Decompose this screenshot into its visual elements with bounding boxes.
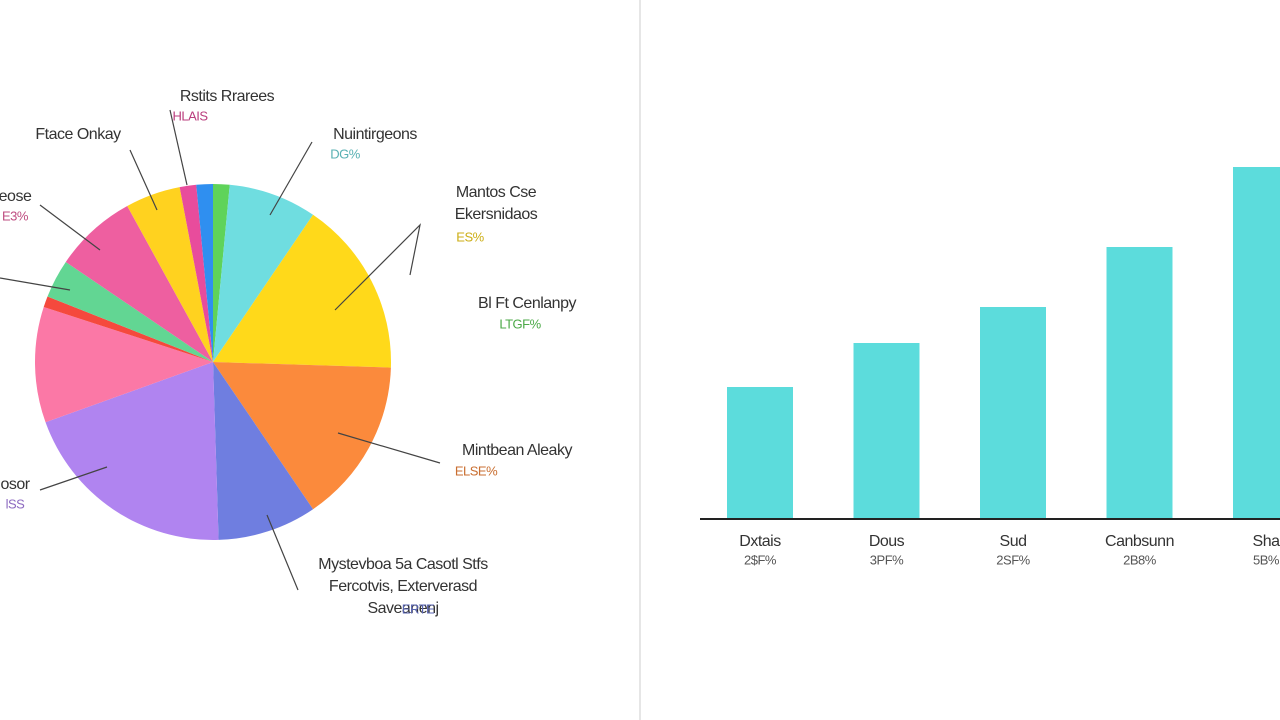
slice-label: Mintbean Aleaky [462,442,572,459]
slice-note: ELSE% [455,463,498,478]
slice-label: Ekersnidaos [455,206,538,223]
bar-note: 2SF% [996,552,1030,567]
leader-line [39,466,108,491]
slice-label: Rstits Rrarees [180,88,275,105]
bar-note: 2$F% [744,552,777,567]
pie-slice [45,362,219,540]
leader-line [269,141,313,216]
leader-line [266,514,299,591]
pie-slice [47,261,213,362]
bar [1233,167,1280,519]
x-tick-label: Sha [1253,533,1280,550]
leader-line [0,277,71,291]
slice-label: Saveanenj [367,600,438,617]
slice-label: Ftace Onkay [35,126,121,143]
leader-line [337,432,441,464]
pie-slice [43,296,213,362]
pie-slice [196,183,213,362]
bar-note: 2B8% [1123,552,1157,567]
slice-note: ERTE [402,601,435,616]
slice-label: Mystevboa 5a Casotl Stfs [318,556,488,573]
slice-note: E3% [2,208,29,223]
leader-line [39,204,101,251]
slice-note: HLAIS [172,108,208,123]
x-tick-label: Sud [1000,533,1027,550]
x-tick-label: Dxtais [739,533,781,550]
bar [727,387,793,519]
pie-slice [179,184,213,362]
slice-note: ES% [456,229,484,244]
bar-note: 3PF% [870,552,904,567]
pie-slice [65,206,213,362]
slice-note: lSS [6,496,26,511]
pie-slice [34,306,213,423]
bar [1106,247,1173,519]
pie-slice [213,214,391,368]
slice-label: Bl Ft Cenlanpy [478,295,576,312]
slice-note: LTGF% [499,316,541,331]
leader-line [334,223,421,311]
pie-slice [213,183,230,362]
slice-note: DG% [330,146,361,161]
slice-label: osor [0,476,30,493]
slice-label: eose [0,188,32,205]
slice-label: Fercotvis, Exterverasd [329,578,477,595]
slice-label: Mantos Cse [456,184,537,201]
x-tick-label: Dous [869,533,905,550]
leader-line [169,109,188,186]
pie-slice [127,187,213,362]
bar [853,343,920,519]
slice-label: Nuintirgeons [333,126,417,143]
leader-line [129,149,158,211]
pie-slice [213,362,391,510]
pie-slice [213,184,314,362]
x-tick-label: Canbsunn [1105,533,1174,550]
pie-slice [213,362,314,540]
bar [980,307,1046,519]
bar-note: 5B% [1253,552,1280,567]
